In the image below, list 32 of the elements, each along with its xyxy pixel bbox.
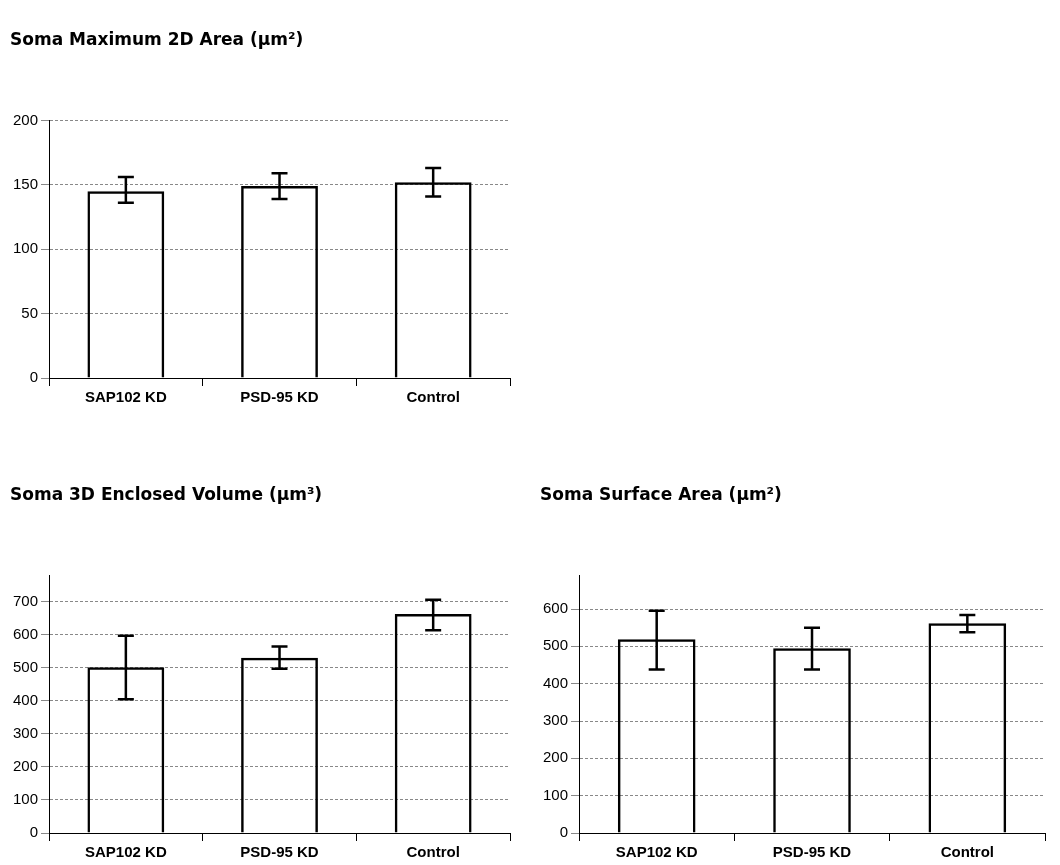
y-tick-label: 200 [13, 757, 39, 775]
y-tick-label: 300 [543, 711, 569, 729]
y-tick-label: 600 [13, 624, 39, 642]
x-tick-label: Control [406, 388, 460, 406]
x-tick-label: PSD-95 KD [240, 388, 319, 406]
y-tick-label: 50 [21, 303, 39, 321]
chart-title: Soma Maximum 2D Area (µm²) [10, 28, 304, 49]
y-tick-label: 150 [13, 174, 39, 192]
y-tick-label: 100 [543, 785, 569, 803]
y-tick-label: 0 [559, 823, 569, 841]
x-tick-label: PSD-95 KD [772, 843, 852, 861]
chart-title: Soma 3D Enclosed Volume (µm³) [10, 483, 323, 504]
y-tick-label: 100 [13, 790, 39, 808]
x-tick-label: Control [940, 843, 994, 861]
y-tick-label: 400 [13, 691, 39, 709]
y-tick-label: 100 [13, 239, 39, 257]
chart-title: Soma Surface Area (µm²) [540, 483, 782, 504]
x-tick-label: SAP102 KD [615, 843, 698, 861]
y-tick-label: 300 [13, 724, 39, 742]
y-tick-label: 500 [543, 636, 569, 654]
x-tick-label: Control [406, 843, 460, 861]
y-tick-label: 400 [543, 673, 569, 691]
y-tick-label: 0 [29, 368, 39, 386]
y-tick-label: 200 [543, 748, 569, 766]
x-tick-label: PSD-95 KD [240, 843, 319, 861]
y-tick-label: 600 [543, 599, 569, 617]
y-tick-label: 0 [29, 823, 39, 841]
x-tick-label: SAP102 KD [85, 843, 167, 861]
y-tick-label: 500 [13, 658, 39, 676]
y-tick-label: 200 [13, 110, 39, 128]
x-tick-label: SAP102 KD [85, 388, 167, 406]
y-tick-label: 700 [13, 591, 39, 609]
